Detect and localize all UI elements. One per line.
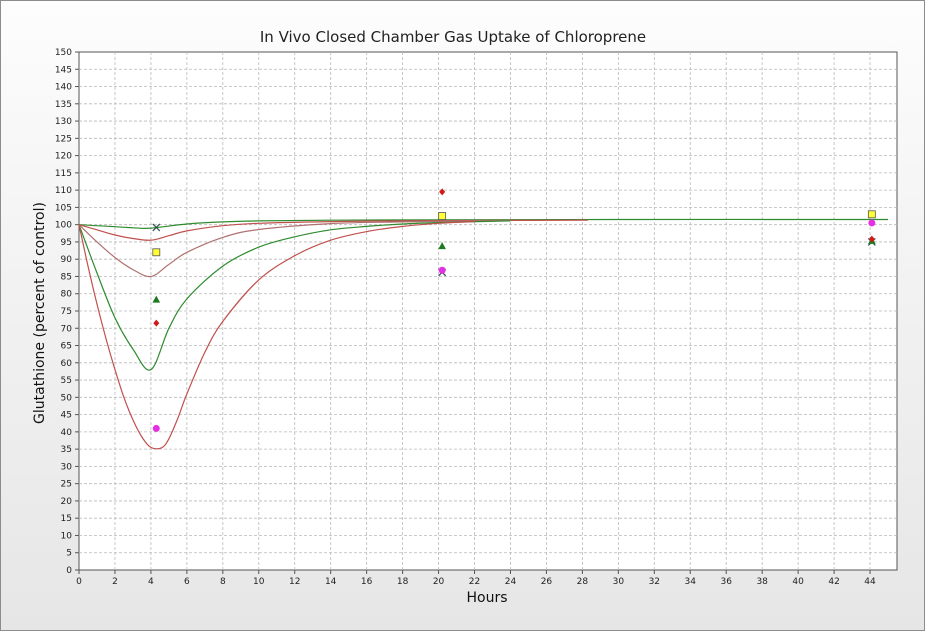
model-curve <box>78 218 889 229</box>
y-tick-label: 120 <box>55 152 72 162</box>
y-tick-label: 95 <box>61 238 72 248</box>
model-curve <box>78 221 475 450</box>
x-tick-label: 28 <box>577 577 589 587</box>
y-tick-label: 110 <box>55 186 72 196</box>
y-tick-label: 140 <box>55 83 72 93</box>
y-tick-label: 130 <box>55 117 72 127</box>
y-tick-label: 5 <box>66 549 72 559</box>
y-axis-label: Glutathione (percent of control) <box>32 202 48 424</box>
x-tick-label: 14 <box>325 577 337 587</box>
x-tick-label: 36 <box>720 577 732 587</box>
x-tick-label: 10 <box>253 577 265 587</box>
y-tick-label: 85 <box>61 272 72 282</box>
data-point-diamond <box>868 235 875 243</box>
y-tick-label: 15 <box>61 514 72 524</box>
model-curve <box>78 219 588 241</box>
data-point-circle <box>868 219 876 227</box>
y-tick-label: 10 <box>61 531 73 541</box>
y-tick-label: 115 <box>55 169 72 179</box>
y-tick-label: 65 <box>61 342 72 352</box>
lines-layer <box>78 218 889 450</box>
y-tick-label: 135 <box>55 100 72 110</box>
x-tick-label: 0 <box>76 577 82 587</box>
x-tick-label: 12 <box>289 577 300 587</box>
grid-layer: 0 2 4 6 8 10 12 14 16 18 20 22 24 26 28 30 32 34 36 38 40 42 4… <box>55 48 898 587</box>
y-tick-label: 0 <box>66 566 72 576</box>
x-tick-label: 22 <box>469 577 480 587</box>
model-curve <box>78 219 511 278</box>
y-tick-label: 30 <box>61 462 73 472</box>
data-point-diamond <box>439 188 446 196</box>
x-tick-label: 30 <box>613 577 625 587</box>
x-tick-label: 24 <box>505 577 517 587</box>
y-tick-label: 25 <box>61 480 72 490</box>
data-point-triangle <box>438 242 446 250</box>
x-tick-label: 4 <box>148 577 154 587</box>
y-tick-label: 125 <box>55 134 72 144</box>
model-curve <box>78 220 511 371</box>
x-tick-label: 38 <box>756 577 768 587</box>
y-tick-label: 105 <box>55 203 72 213</box>
y-tick-label: 40 <box>61 428 73 438</box>
y-tick-label: 60 <box>61 359 73 369</box>
data-point-diamond <box>153 319 160 327</box>
y-tick-label: 45 <box>61 411 72 421</box>
y-tick-label: 55 <box>61 376 72 386</box>
y-tick-label: 80 <box>61 290 73 300</box>
y-tick-label: 90 <box>61 255 73 265</box>
data-point-circle <box>438 266 446 274</box>
y-tick-label: 75 <box>61 307 72 317</box>
data-point-square <box>152 248 161 257</box>
data-point-circle <box>152 424 160 432</box>
x-tick-label: 32 <box>649 577 660 587</box>
x-tick-label: 20 <box>433 577 445 587</box>
x-tick-label: 40 <box>792 577 804 587</box>
y-tick-label: 100 <box>55 221 72 231</box>
y-tick-label: 150 <box>55 48 72 58</box>
x-tick-label: 34 <box>685 577 697 587</box>
data-point-triangle <box>152 295 161 303</box>
y-tick-label: 35 <box>61 445 72 455</box>
y-tick-label: 70 <box>61 324 73 334</box>
x-tick-label: 26 <box>541 577 553 587</box>
x-axis-label: Hours <box>466 590 507 606</box>
y-tick-label: 145 <box>55 65 72 75</box>
x-tick-label: 44 <box>864 577 876 587</box>
y-tick-label: 50 <box>61 393 73 403</box>
x-tick-label: 6 <box>184 577 190 587</box>
points-layer <box>152 188 876 432</box>
data-point-square <box>867 210 876 219</box>
x-tick-label: 2 <box>112 577 118 587</box>
chart-title: In Vivo Closed Chamber Gas Uptake of Chl… <box>260 28 646 46</box>
x-tick-label: 42 <box>828 577 839 587</box>
x-tick-label: 16 <box>361 577 373 587</box>
data-point-square <box>438 212 447 220</box>
x-tick-label: 18 <box>397 577 409 587</box>
x-tick-label: 8 <box>220 577 226 587</box>
y-tick-label: 20 <box>61 497 73 507</box>
data-point-x <box>152 223 161 232</box>
